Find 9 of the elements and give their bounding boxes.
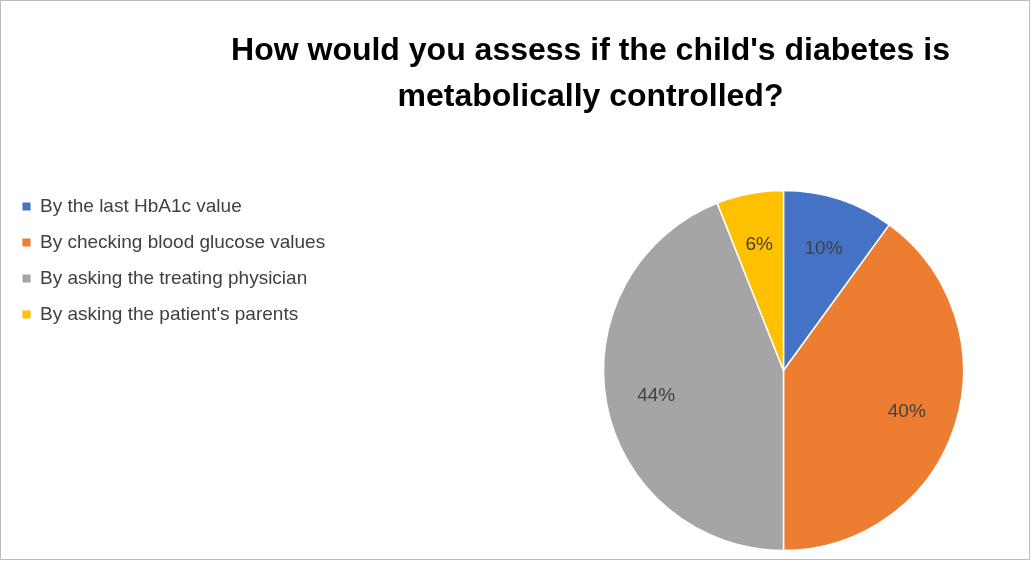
chart-title: How would you assess if the child's diabetes is metabolically controlled? [231,30,950,113]
data-label: 40% [887,400,926,422]
data-label: 6% [745,232,774,254]
legend-label: By checking blood glucose values [40,231,326,253]
data-label: 10% [804,236,843,258]
data-label: 44% [637,384,676,406]
legend-label: By asking the treating physician [40,267,308,289]
legend-label: By the last HbA1c value [40,195,242,217]
legend-label: By asking the patient's parents [40,303,299,325]
